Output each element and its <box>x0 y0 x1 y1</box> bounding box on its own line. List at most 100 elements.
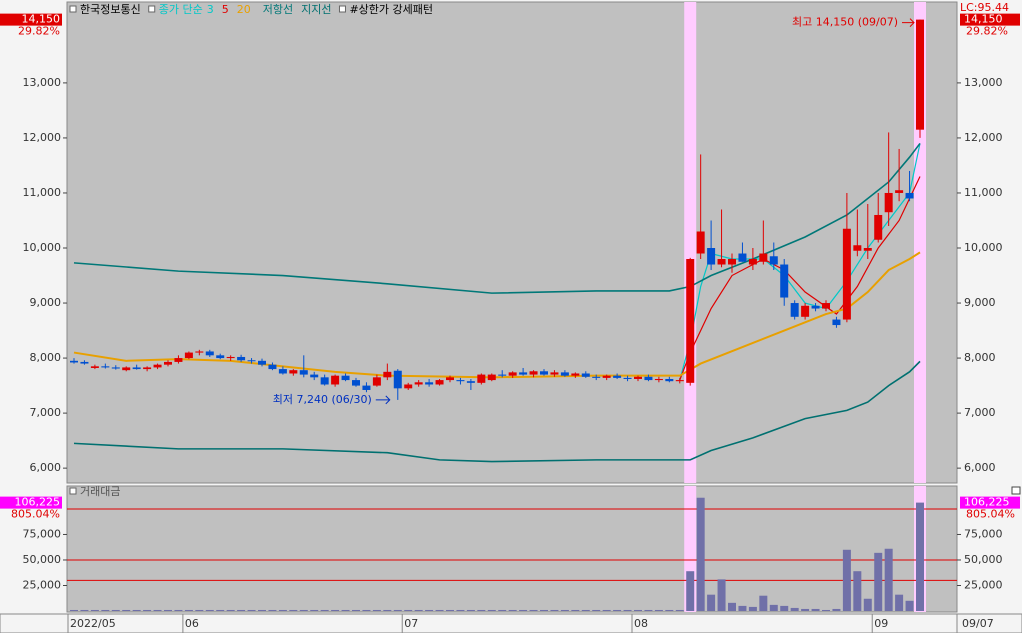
volume-bar <box>905 600 914 611</box>
candle-body <box>550 372 559 375</box>
volume-bar <box>456 609 465 611</box>
candle-body <box>487 374 496 381</box>
volume-bar <box>372 609 381 611</box>
candle-body <box>571 373 580 376</box>
close-button[interactable] <box>1011 486 1021 495</box>
y-tick-label: 50,000 <box>23 553 62 566</box>
ma-line <box>73 142 921 294</box>
volume-bar <box>143 609 152 611</box>
volume-bar <box>613 609 622 611</box>
volume-bar <box>717 579 726 611</box>
change-label: 29.82% <box>18 25 60 38</box>
candle-body <box>884 192 893 213</box>
volume-change: 805.04% <box>11 508 60 521</box>
candle-body <box>341 375 350 381</box>
volume-bar <box>90 609 99 611</box>
volume-bar <box>853 571 862 611</box>
volume-bar <box>153 609 162 611</box>
arrow <box>375 395 391 405</box>
legend-entry: 저항선 <box>263 3 293 16</box>
candle-body <box>320 377 329 385</box>
volume-bar <box>602 609 611 611</box>
volume-bar <box>404 609 413 611</box>
change-label: 29.82% <box>966 25 1008 38</box>
volume-bar <box>696 497 705 611</box>
volume-bar <box>258 609 266 611</box>
candle-body <box>216 355 225 359</box>
candle-body <box>686 259 695 383</box>
candle-body <box>634 376 642 379</box>
volume-bar <box>174 609 183 611</box>
legend-entry: 지지선 <box>301 3 331 16</box>
candle-body <box>174 358 183 362</box>
y-tick-label: 11,000 <box>964 186 1003 199</box>
volume-box <box>0 496 62 509</box>
volume-bar <box>540 609 548 611</box>
y-tick-label: 75,000 <box>23 527 62 540</box>
x-tick-label: 06 <box>185 617 199 630</box>
y-tick-label: 6,000 <box>964 461 996 474</box>
price-panel <box>66 1 958 484</box>
volume-bar <box>383 609 392 611</box>
volume-bar <box>164 609 172 611</box>
volume-bar <box>341 609 350 611</box>
y-tick-label: 9,000 <box>30 296 62 309</box>
candle-body <box>205 351 214 356</box>
volume-panel <box>66 485 958 613</box>
price-label: 14,150 <box>22 13 61 26</box>
lc-label: LC:95.44 <box>960 1 1009 14</box>
y-tick-label: 6,000 <box>30 461 62 474</box>
volume-bar <box>916 502 924 611</box>
candle-body <box>498 374 507 376</box>
candle-body <box>153 364 162 368</box>
candle-body <box>393 370 402 389</box>
y-tick-label: 13,000 <box>23 76 62 89</box>
volume-bar <box>550 609 559 611</box>
candle-body <box>623 377 632 379</box>
y-tick-label: 7,000 <box>30 406 62 419</box>
stock-name: 한국정보통신 <box>80 3 141 16</box>
candle-body <box>164 361 172 365</box>
volume-bar <box>895 594 904 611</box>
volume-bar <box>738 605 747 611</box>
y-tick-label: 12,000 <box>964 131 1003 144</box>
volume-bar <box>268 609 277 611</box>
candle-body <box>675 380 684 382</box>
y-tick-label: 8,000 <box>964 351 996 364</box>
candle-body <box>540 371 548 375</box>
candle-body <box>258 360 266 365</box>
candle-body <box>237 356 246 361</box>
volume-bar <box>769 604 778 611</box>
candle-body <box>132 367 141 370</box>
volume-bar <box>654 609 663 611</box>
volume-bar <box>665 609 674 611</box>
legend-box <box>69 487 77 495</box>
volume-bar <box>446 609 454 611</box>
volume-bar <box>571 609 580 611</box>
volume-bar <box>644 609 653 611</box>
volume-bar <box>435 609 444 611</box>
volume-bar <box>759 595 768 611</box>
volume-bar <box>226 609 235 611</box>
y-tick-label: 9,000 <box>964 296 996 309</box>
candle-body <box>811 305 820 309</box>
legend-entry: 20 <box>237 3 251 16</box>
candle-body <box>383 371 392 378</box>
volume-bar <box>466 609 475 611</box>
volume-bar <box>822 609 830 611</box>
volume-title: 거래대금 <box>80 485 120 498</box>
candle-body <box>425 382 434 385</box>
volume-bar <box>70 609 78 611</box>
volume-bar <box>748 606 757 611</box>
candle-body <box>90 366 99 368</box>
volume-label: 106,225 <box>15 496 61 509</box>
volume-bar <box>707 594 716 611</box>
volume-bar <box>299 609 308 611</box>
volume-bar <box>184 609 193 611</box>
y-tick-label: 10,000 <box>964 241 1003 254</box>
y-tick-label: 25,000 <box>964 578 1003 591</box>
candle-body <box>853 245 862 251</box>
legend-box <box>148 5 156 13</box>
volume-bar <box>874 552 883 611</box>
